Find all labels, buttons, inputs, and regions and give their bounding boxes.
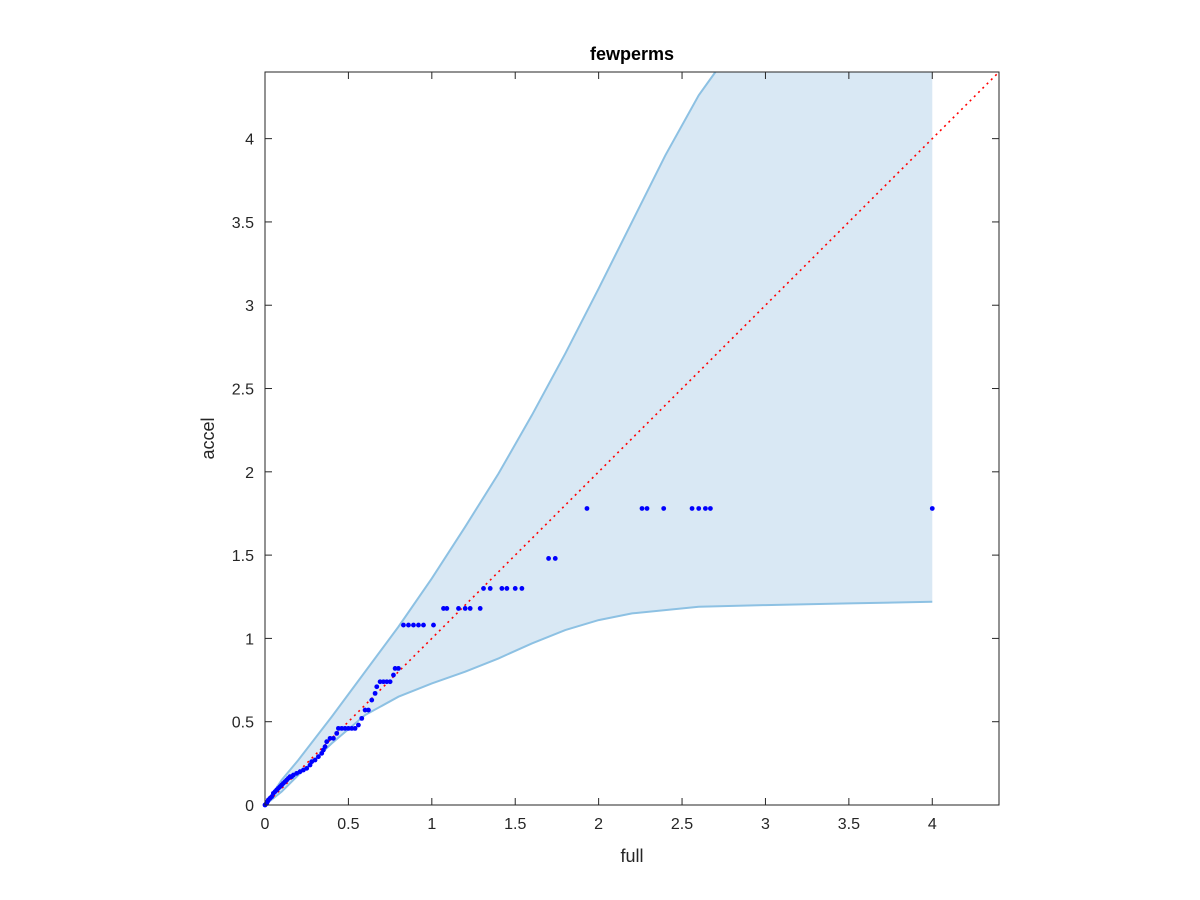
data-point <box>661 506 667 511</box>
y-tick-label: 2 <box>245 465 254 482</box>
y-tick-label: 1.5 <box>232 548 254 565</box>
axes-box <box>264 71 1000 806</box>
data-point <box>352 725 358 731</box>
data-point <box>512 586 518 591</box>
chart-title: fewperms <box>590 44 674 64</box>
data-point <box>444 606 450 611</box>
data-point <box>334 730 340 736</box>
data-point <box>546 556 551 561</box>
x-tick-label: 2 <box>594 816 603 833</box>
data-point <box>696 506 702 511</box>
confidence-band <box>264 71 933 806</box>
y-tick-label: 0 <box>245 798 254 815</box>
data-point <box>416 622 421 628</box>
data-point <box>374 684 380 690</box>
data-point <box>396 665 401 671</box>
data-point <box>330 735 336 741</box>
data-point <box>356 722 361 728</box>
data-point <box>324 739 330 745</box>
data-point <box>421 622 426 628</box>
data-point <box>359 715 365 721</box>
y-tick-label: 4 <box>245 132 254 149</box>
data-point <box>703 506 708 511</box>
data-point <box>644 506 650 511</box>
data-point <box>456 606 461 611</box>
y-tick-label: 3 <box>245 298 254 315</box>
x-tick-label: 4 <box>928 816 937 833</box>
data-point <box>349 725 355 731</box>
data-point <box>467 606 473 611</box>
x-axis-label: full <box>620 846 643 866</box>
data-point <box>504 586 510 591</box>
data-point <box>391 672 396 678</box>
data-point <box>431 622 436 628</box>
data-point <box>487 586 493 591</box>
band-upper-edge <box>264 71 717 806</box>
y-axis: 0 0.5 1 1.5 2 2.5 3 3.5 4 <box>232 132 999 815</box>
x-tick-label: 0.5 <box>337 816 359 833</box>
data-point <box>499 586 505 591</box>
data-point <box>339 725 345 731</box>
data-point <box>312 757 318 763</box>
data-point <box>481 586 486 591</box>
data-point <box>327 735 333 741</box>
x-axis: 0 0.5 1 1.5 2 2.5 3 3.5 4 <box>261 72 937 833</box>
data-point <box>372 690 378 696</box>
y-tick-label: 0.5 <box>232 715 254 732</box>
band-fill <box>265 72 933 805</box>
data-point <box>689 506 695 511</box>
data-point <box>929 506 935 511</box>
data-point <box>552 556 558 561</box>
data-point <box>362 707 368 713</box>
data-point <box>315 754 321 760</box>
data-point <box>304 765 310 771</box>
data-point <box>384 679 390 685</box>
data-point <box>322 744 328 750</box>
data-point <box>401 622 406 628</box>
data-points <box>262 506 935 808</box>
x-tick-label: 0 <box>261 816 270 833</box>
data-point <box>406 622 411 628</box>
data-point <box>387 679 393 685</box>
data-point <box>346 725 351 731</box>
data-point <box>477 606 483 611</box>
x-tick-label: 1.5 <box>504 816 526 833</box>
y-axis-label: accel <box>198 417 218 459</box>
data-point <box>639 506 645 511</box>
data-point <box>381 679 386 685</box>
data-point <box>584 506 590 511</box>
data-point <box>708 506 713 511</box>
data-point <box>366 707 371 713</box>
data-point <box>411 622 416 628</box>
reference-line <box>264 71 1000 806</box>
data-point <box>441 606 446 611</box>
data-point <box>392 665 398 671</box>
identity-line <box>264 71 1000 806</box>
data-point <box>519 586 525 591</box>
data-point <box>377 679 383 685</box>
x-tick-label: 2.5 <box>671 816 693 833</box>
y-tick-label: 3.5 <box>232 215 254 232</box>
y-tick-label: 1 <box>245 631 254 648</box>
data-point <box>336 725 341 731</box>
data-point <box>342 725 348 731</box>
x-tick-label: 3 <box>761 816 770 833</box>
data-point <box>369 697 375 703</box>
y-tick-label: 2.5 <box>232 382 254 399</box>
data-point <box>462 606 468 611</box>
x-tick-label: 1 <box>427 816 436 833</box>
x-tick-label: 3.5 <box>838 816 860 833</box>
